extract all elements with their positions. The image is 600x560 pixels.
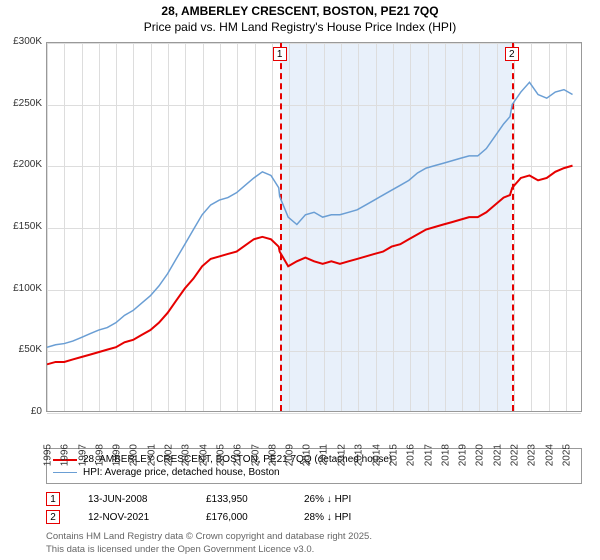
y-axis-label: £50K (2, 344, 42, 355)
x-axis-label: 2018 (440, 444, 451, 466)
x-axis-label: 2017 (423, 444, 434, 466)
x-axis-label: 2022 (509, 444, 520, 466)
y-axis-label: £200K (2, 159, 42, 170)
x-axis-label: 2010 (302, 444, 313, 466)
x-axis-label: 2002 (163, 444, 174, 466)
x-axis-label: 2001 (146, 444, 157, 466)
x-axis-label: 1997 (77, 444, 88, 466)
x-axis-label: 2009 (284, 444, 295, 466)
y-axis-label: £300K (2, 36, 42, 47)
marker-badge-1: 1 (46, 492, 60, 506)
x-axis-label: 2016 (405, 444, 416, 466)
x-axis-label: 2021 (492, 444, 503, 466)
x-axis-label: 2025 (561, 444, 572, 466)
x-axis-label: 2015 (388, 444, 399, 466)
x-axis-label: 1998 (94, 444, 105, 466)
x-axis-label: 2011 (318, 444, 329, 466)
x-axis-label: 2007 (250, 444, 261, 466)
marker-price-2: £176,000 (206, 512, 276, 523)
marker-delta-1: 26% ↓ HPI (304, 494, 351, 505)
chart-plot-area: 12 (46, 42, 582, 412)
x-axis-label: 1996 (60, 444, 71, 466)
marker-row-1: 1 13-JUN-2008 £133,950 26% ↓ HPI (46, 490, 582, 508)
x-axis-label: 2014 (371, 444, 382, 466)
y-axis-label: £0 (2, 406, 42, 417)
y-axis-label: £150K (2, 221, 42, 232)
gridline-horizontal (47, 413, 581, 414)
x-axis-label: 1999 (111, 444, 122, 466)
x-axis-label: 2012 (336, 444, 347, 466)
markers-table: 1 13-JUN-2008 £133,950 26% ↓ HPI 2 12-NO… (46, 490, 582, 526)
chart-subtitle: Price paid vs. HM Land Registry's House … (0, 20, 600, 40)
x-axis-label: 2004 (198, 444, 209, 466)
x-axis-label: 1995 (42, 444, 53, 466)
series-line-hpi (47, 82, 573, 347)
x-axis-label: 2006 (233, 444, 244, 466)
chart-title: 28, AMBERLEY CRESCENT, BOSTON, PE21 7QQ (0, 0, 600, 20)
marker-date-1: 13-JUN-2008 (88, 494, 178, 505)
x-axis-label: 2008 (267, 444, 278, 466)
chart-lines (47, 43, 581, 411)
x-axis-label: 2020 (475, 444, 486, 466)
footer-attribution: Contains HM Land Registry data © Crown c… (46, 531, 372, 556)
legend-item-hpi: HPI: Average price, detached house, Bost… (53, 466, 575, 479)
marker-date-2: 12-NOV-2021 (88, 512, 178, 523)
legend-label-hpi: HPI: Average price, detached house, Bost… (83, 467, 280, 478)
x-axis-label: 2005 (215, 444, 226, 466)
y-axis-label: £250K (2, 98, 42, 109)
footer-line-1: Contains HM Land Registry data © Crown c… (46, 531, 372, 543)
marker-badge-2: 2 (46, 510, 60, 524)
series-line-property (47, 166, 573, 365)
x-axis-label: 2000 (129, 444, 140, 466)
x-axis-label: 2013 (354, 444, 365, 466)
footer-line-2: This data is licensed under the Open Gov… (46, 544, 372, 556)
marker-delta-2: 28% ↓ HPI (304, 512, 351, 523)
x-axis-label: 2019 (457, 444, 468, 466)
legend-swatch-hpi (53, 472, 77, 474)
x-axis-label: 2023 (527, 444, 538, 466)
y-axis-label: £100K (2, 283, 42, 294)
x-axis-label: 2003 (181, 444, 192, 466)
x-axis-label: 2024 (544, 444, 555, 466)
marker-price-1: £133,950 (206, 494, 276, 505)
marker-row-2: 2 12-NOV-2021 £176,000 28% ↓ HPI (46, 508, 582, 526)
